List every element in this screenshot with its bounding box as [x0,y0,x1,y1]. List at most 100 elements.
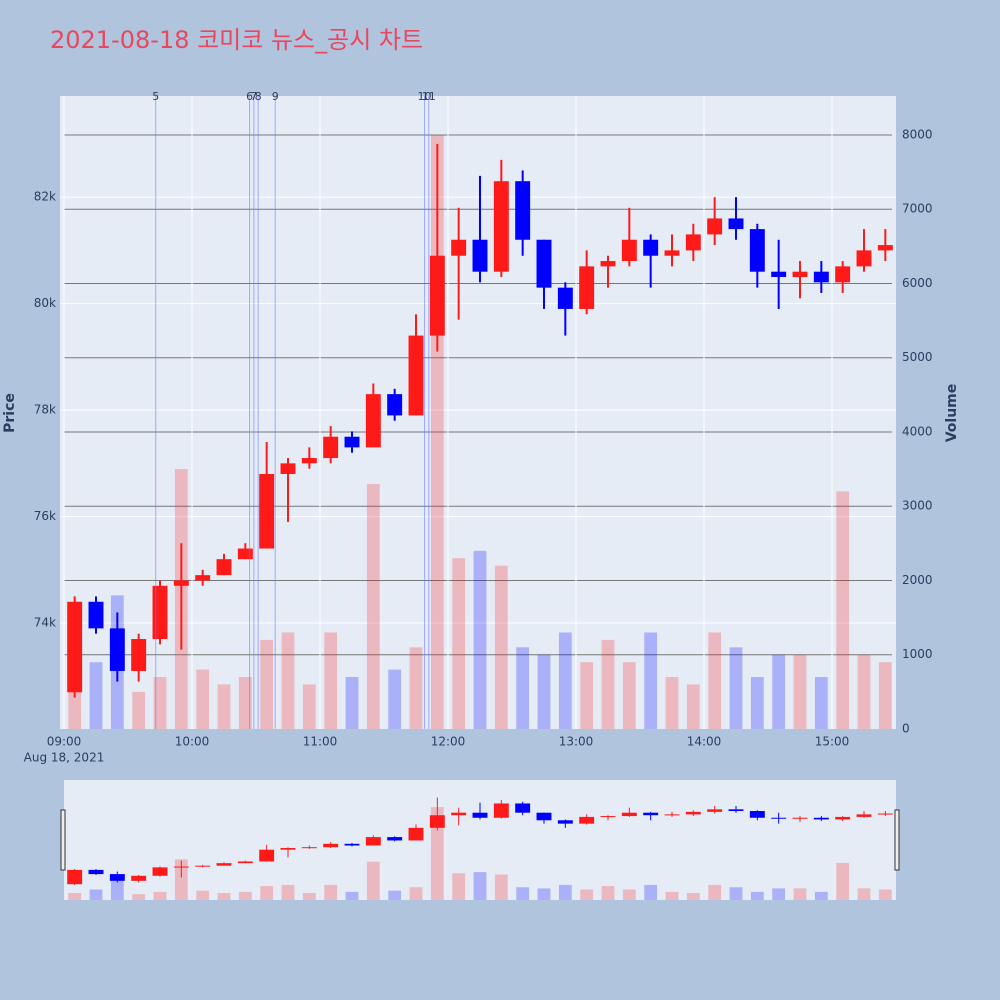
mini-candle-body [707,809,723,812]
y2-tick-label: 5000 [902,350,933,364]
y-tick-label: 80k [34,296,56,310]
mini-candle-body [301,847,317,849]
x-tick-label: 09:00 [47,735,82,749]
y2-tick-label: 8000 [902,127,933,141]
volume-bar [132,691,146,729]
mini-candle-body [109,874,125,881]
volume-bar [878,662,892,729]
y-axis-title: Price [2,393,18,433]
mini-candle-body [429,815,445,828]
mini-volume-bar [452,873,466,900]
mini-candle-body [173,866,189,868]
candle-body [813,271,829,283]
candle-body [109,628,125,671]
mini-volume-bar [729,887,743,900]
range-handle[interactable] [60,809,66,871]
mini-candle-body [131,875,147,881]
mini-volume-bar [324,884,338,900]
mini-candle-body [749,811,765,818]
mini-candle-body [451,812,467,816]
x-tick-label: 15:00 [815,735,850,749]
mini-candle-body [323,843,339,848]
y2-tick-label: 7000 [902,202,933,216]
mini-volume-bar [473,872,487,900]
volume-bar [302,684,316,729]
volume-bar [345,677,359,729]
candle-body [877,245,893,251]
event-label: 6 [246,90,253,103]
mini-volume-bar [366,861,380,900]
mini-volume-bar [686,893,700,900]
mini-candle-body [152,867,168,876]
candle-body [88,601,104,629]
mini-candle-body [365,837,381,846]
volume-bar [708,632,722,729]
volume-bar [516,647,530,729]
mini-volume-bar [281,884,295,900]
candle-body [301,458,317,464]
mini-candle-body [536,812,552,821]
candle-body [579,266,595,309]
y-tick-label: 78k [34,403,56,417]
candle-body [707,218,723,235]
mini-candle-body [600,816,616,818]
mini-volume-bar [196,890,210,900]
volume-bar [68,684,82,729]
volume-bar [153,677,167,729]
y2-tick-label: 4000 [902,424,933,438]
volume-bar [836,491,850,729]
chart-title: 2021-08-18 코미코 뉴스_공시 차트 [50,26,423,54]
mini-volume-bar [89,889,103,900]
mini-volume-bar [772,888,786,900]
mini-candle-body [195,865,211,867]
mini-candle-body [643,812,659,816]
volume-bar [622,662,636,729]
candle-body [685,234,701,251]
mini-candle-body [685,811,701,815]
volume-bar [857,654,871,729]
mini-volume-bar [238,891,252,900]
mini-volume-bar [644,884,658,900]
volume-bar [686,684,700,729]
volume-bar [750,677,764,729]
range-handle[interactable] [894,809,900,871]
mini-candle-body [728,809,744,812]
x-tick-label: 13:00 [559,735,594,749]
mini-candle-body [216,863,232,866]
candle-body [643,239,659,256]
candle-body [280,463,296,474]
candle-body [621,239,637,262]
candle-body [152,585,168,640]
candle-body [131,639,147,671]
x-tick-label: 14:00 [687,735,722,749]
event-label: 8 [255,90,262,103]
volume-bar [644,632,658,729]
mini-volume-bar [174,859,188,900]
x-tick-label: 10:00 [175,735,210,749]
mini-volume-bar [558,884,572,900]
volume-bar [580,662,594,729]
candle-body [451,239,467,256]
event-label: 7 [250,90,257,103]
candle-body [664,250,680,256]
mini-volume-bar [516,887,530,900]
y-tick-label: 76k [34,509,56,523]
mini-candle-body [621,812,637,817]
mini-volume-bar [260,886,274,900]
candle-body [557,287,573,309]
candle-body [173,580,189,586]
volume-bar [494,565,508,729]
mini-volume-bar [857,888,871,900]
mini-volume-bar [409,887,423,900]
y-tick-label: 74k [34,616,56,630]
candle-body [600,261,616,267]
candle-body [408,335,424,416]
range-slider [64,780,896,900]
mini-volume-bar [302,893,316,900]
volume-bar [473,550,487,729]
volume-bar [89,662,103,729]
mini-candle-body [664,814,680,816]
volume-bar [238,677,252,729]
mini-volume-bar [793,888,807,900]
mini-volume-bar [217,893,231,900]
